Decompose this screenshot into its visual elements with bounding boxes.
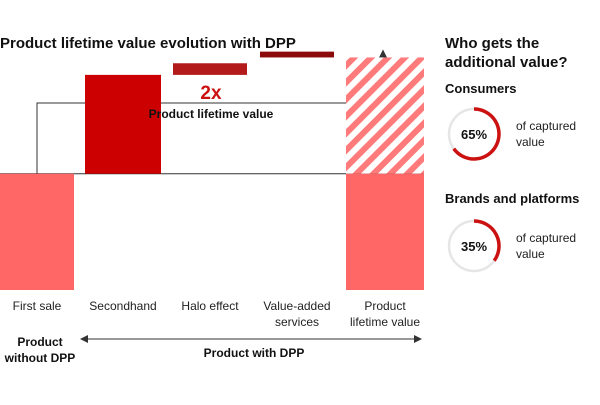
lifetime-value-label: Product lifetime value: [149, 107, 274, 121]
group-label-with: Product with DPP: [204, 346, 305, 360]
ring-percent-consumers: 65%: [461, 127, 487, 142]
ring-caption-brands-and-platforms-line-1: of captured: [516, 231, 576, 245]
ring-arc-brands-and-platforms: [473, 219, 501, 262]
ring-caption-consumers-line-1: of captured: [516, 119, 576, 133]
side-group-title-consumers: Consumers: [445, 81, 517, 96]
tick-label-first-sale: First sale: [13, 299, 62, 313]
multiplier-label: 2x: [200, 83, 222, 104]
group-label-without-line-1: Product: [17, 335, 62, 349]
bar-product-lifetime-value-added: [346, 57, 424, 174]
chart-title: Product lifetime value evolution with DP…: [0, 35, 296, 52]
side-title-line-2: additional value?: [445, 54, 568, 71]
ring-arc-consumers: [452, 107, 501, 161]
ring-caption-brands-and-platforms-line-2: value: [516, 247, 545, 261]
tick-label-product-lifetime-value-line-2: lifetime value: [350, 315, 420, 329]
ring-percent-brands-and-platforms: 35%: [461, 239, 487, 254]
bar-first-sale: [0, 173, 74, 290]
side-group-title-brands-and-platforms: Brands and platforms: [445, 191, 579, 206]
tick-label-halo-effect: Halo effect: [181, 299, 239, 313]
side-title-line-1: Who gets the: [445, 35, 539, 52]
bar-halo-effect: [173, 63, 247, 75]
bar-product-lifetime-value-base: [346, 173, 424, 290]
with-dpp-arrow-right: [414, 335, 422, 343]
tick-label-value-added-services-line-2: services: [275, 315, 319, 329]
with-dpp-arrow-left: [80, 335, 88, 343]
bar-value-added-services: [260, 51, 334, 58]
tick-label-secondhand: Secondhand: [89, 299, 156, 313]
ring-caption-consumers-line-2: value: [516, 135, 545, 149]
tick-label-product-lifetime-value-line-1: Product: [364, 299, 406, 313]
group-label-without-line-2: without DPP: [4, 351, 76, 365]
bar-secondhand: [85, 74, 161, 174]
tick-label-value-added-services-line-1: Value-added: [263, 299, 330, 313]
